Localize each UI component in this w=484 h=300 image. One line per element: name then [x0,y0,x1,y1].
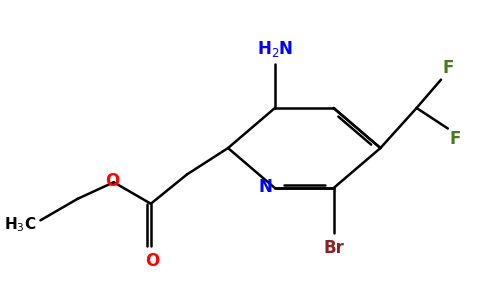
Text: N: N [258,178,272,196]
Text: H$_2$N: H$_2$N [257,39,293,59]
Text: O: O [145,252,159,270]
Text: O: O [105,172,119,190]
Text: F: F [450,130,461,148]
Text: F: F [443,59,454,77]
Text: H$_3$C: H$_3$C [4,215,36,234]
Text: Br: Br [323,239,344,257]
